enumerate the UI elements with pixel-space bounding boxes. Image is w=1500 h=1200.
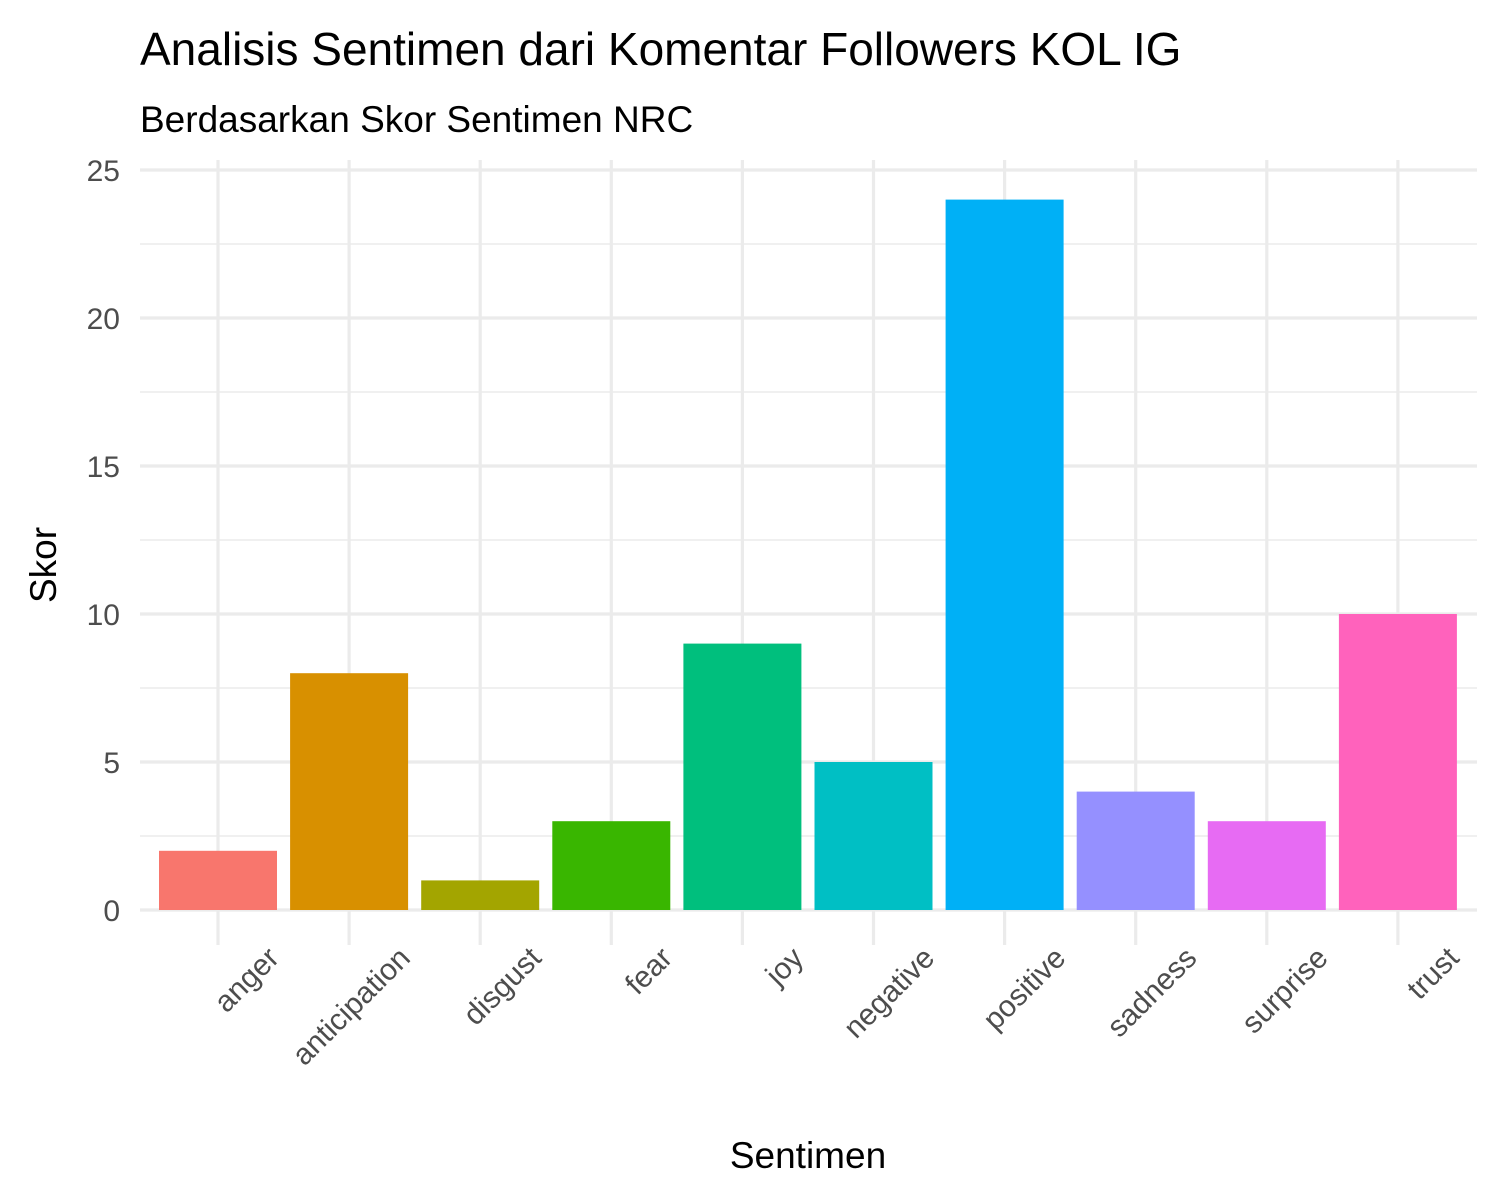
y-tick-label: 15 [87, 451, 120, 484]
x-tick-label-fear: fear [619, 941, 679, 1001]
bar-fear [552, 821, 671, 910]
chart-subtitle: Berdasarkan Skor Sentimen NRC [140, 99, 693, 140]
x-tick-label-negative: negative [838, 941, 942, 1045]
bar-sadness [1076, 791, 1195, 910]
bar-positive [945, 199, 1064, 911]
y-tick-label: 25 [87, 155, 120, 188]
x-tick-label-surprise: surprise [1236, 941, 1335, 1040]
bar-disgust [421, 880, 540, 910]
x-tick-label-anger: anger [208, 941, 286, 1019]
bar-joy [683, 643, 802, 910]
bar-trust [1338, 614, 1457, 910]
x-tick-label-trust: trust [1401, 941, 1466, 1006]
x-tick-label-joy: joy [759, 941, 810, 992]
bar-negative [814, 762, 933, 910]
x-tick-label-sadness: sadness [1101, 941, 1203, 1043]
y-tick-label: 0 [103, 895, 120, 928]
bar-anticipation [290, 673, 409, 910]
y-tick-label: 10 [87, 599, 120, 632]
bar-surprise [1207, 821, 1326, 910]
y-axis-ticks: 0 5 10 15 20 25 [87, 155, 120, 928]
x-tick-label-anticipation: anticipation [286, 941, 417, 1072]
x-tick-label-positive: positive [977, 941, 1072, 1036]
y-tick-label: 20 [87, 303, 120, 336]
x-axis-ticks: anger anticipation disgust fear joy negative p… [208, 941, 1466, 1072]
x-axis-title: Sentimen [730, 1135, 886, 1176]
bar-anger [159, 850, 277, 910]
bars [159, 199, 1457, 911]
chart-title: Analisis Sentimen dari Komentar Follower… [140, 23, 1181, 75]
y-axis-title: Skor [23, 527, 64, 603]
x-tick-label-disgust: disgust [457, 941, 548, 1032]
y-tick-label: 5 [103, 747, 120, 780]
